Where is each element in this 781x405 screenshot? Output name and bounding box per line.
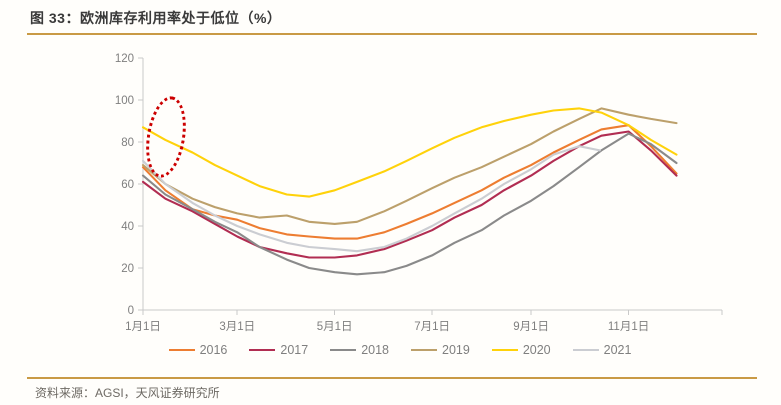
series-line-2017: [141, 130, 678, 259]
y-tick-label: 0: [128, 305, 134, 317]
source-text: 资料来源：AGSI，天风证券研究所: [35, 386, 220, 400]
legend-item-2016: 2016: [168, 343, 228, 357]
legend-swatch-2021: [572, 348, 599, 352]
y-tick-label: 80: [121, 137, 134, 149]
legend-swatch-2018: [330, 348, 357, 352]
legend-label: 2020: [522, 343, 551, 357]
x-tick-label: 3月1日: [219, 321, 255, 333]
legend-label: 2017: [280, 343, 309, 357]
legend-item-2020: 2020: [491, 343, 551, 357]
legend-label: 2016: [199, 343, 228, 357]
series-line-2019: [141, 107, 678, 225]
x-tick-label: 11月1日: [608, 321, 649, 333]
y-tick-label: 40: [121, 221, 134, 233]
y-tick-label: 60: [121, 179, 134, 191]
y-tick-label: 100: [115, 95, 134, 107]
x-tick-label: 1月1日: [125, 321, 161, 333]
figure-title: 图 33：欧洲库存利用率处于低位（%）: [30, 10, 282, 26]
legend-label: 2021: [603, 343, 632, 357]
chart-legend: 2016 2017 2018 2019 2020 2021: [115, 343, 685, 357]
legend-swatch-2020: [491, 348, 518, 352]
x-tick-label: 9月1日: [513, 321, 549, 333]
y-tick-label: 120: [115, 53, 134, 65]
series-line-2016: [141, 124, 678, 240]
y-tick-label: 20: [121, 263, 134, 275]
x-tick-label: 5月1日: [317, 321, 353, 333]
legend-label: 2018: [361, 343, 389, 357]
legend-item-2017: 2017: [249, 343, 308, 357]
x-tick-label: 7月1日: [414, 321, 450, 333]
legend-swatch-2019: [411, 348, 437, 352]
legend-item-2021: 2021: [572, 343, 632, 357]
footer-rule: [27, 377, 757, 379]
axis-lines: [142, 58, 722, 311]
series-line-2020: [141, 107, 678, 198]
legend-item-2019: 2019: [411, 343, 470, 357]
legend-swatch-2016: [168, 348, 195, 352]
series-line-2018: [141, 132, 678, 276]
legend-label: 2019: [442, 343, 470, 357]
legend-item-2018: 2018: [330, 343, 389, 357]
series-line-2021: [141, 145, 601, 253]
title-rule: [27, 33, 757, 35]
legend-swatch-2017: [249, 348, 276, 352]
